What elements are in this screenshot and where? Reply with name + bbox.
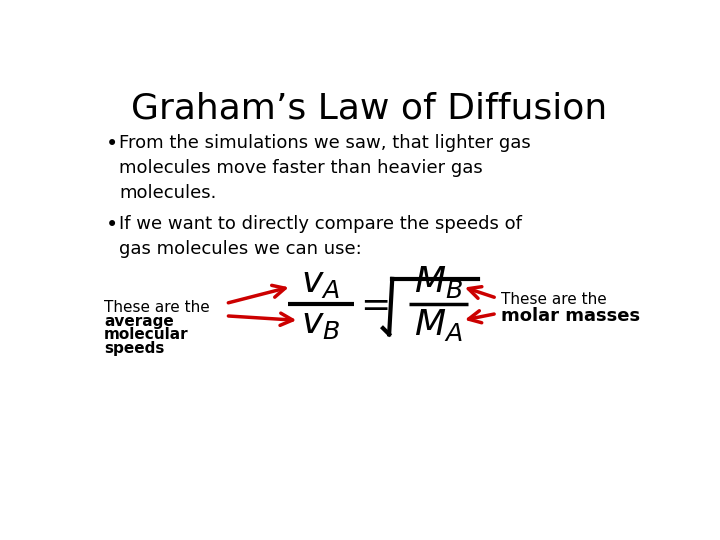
- Text: $M_B$: $M_B$: [414, 265, 463, 300]
- Text: Graham’s Law of Diffusion: Graham’s Law of Diffusion: [131, 92, 607, 126]
- Text: $M_A$: $M_A$: [415, 307, 463, 342]
- Text: average: average: [104, 314, 174, 328]
- Text: $v_A$: $v_A$: [301, 266, 340, 300]
- Text: molar masses: molar masses: [500, 307, 640, 325]
- Text: $v_B$: $v_B$: [300, 307, 340, 341]
- Text: •: •: [106, 215, 118, 235]
- Text: These are the: These are the: [500, 292, 606, 307]
- Text: •: •: [106, 134, 118, 154]
- Text: From the simulations we saw, that lighter gas
molecules move faster than heavier: From the simulations we saw, that lighte…: [120, 134, 531, 202]
- Text: $=$: $=$: [353, 287, 388, 321]
- Text: If we want to directly compare the speeds of
gas molecules we can use:: If we want to directly compare the speed…: [120, 215, 522, 258]
- Text: These are the: These are the: [104, 300, 210, 315]
- Text: molecular: molecular: [104, 327, 189, 342]
- Text: speeds: speeds: [104, 341, 164, 356]
